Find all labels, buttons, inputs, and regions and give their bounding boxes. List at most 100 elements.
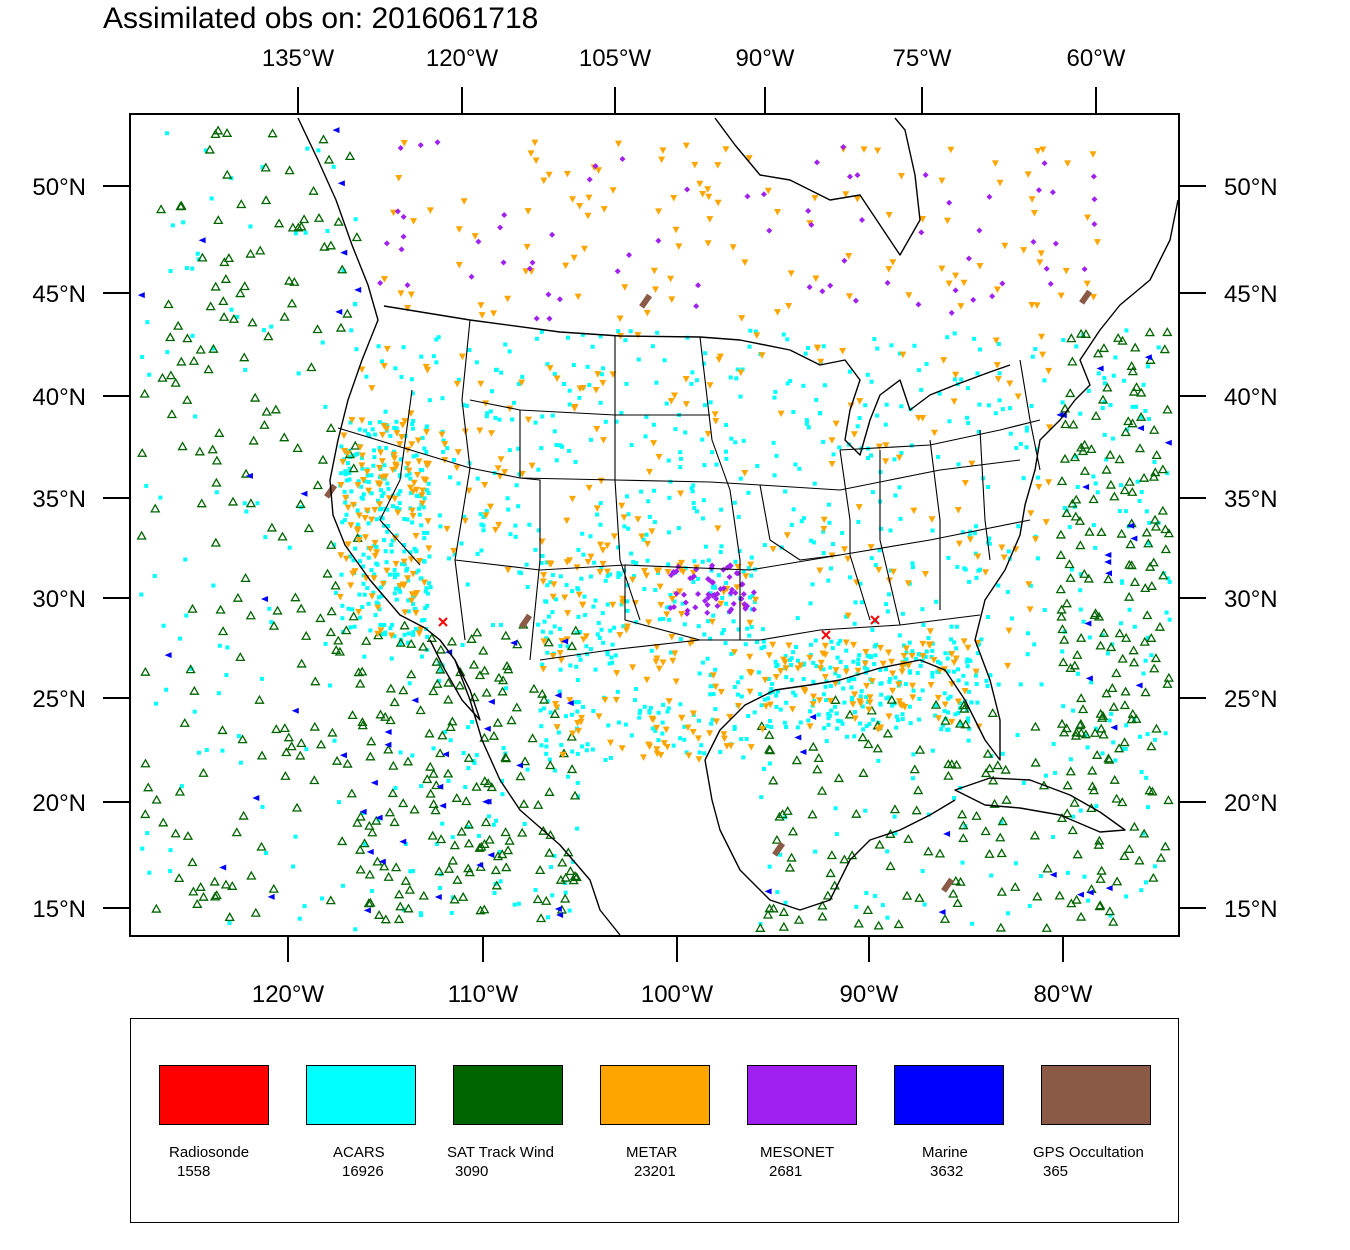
square-marker-icon [546, 614, 551, 619]
square-marker-icon [1147, 520, 1152, 525]
triangle-up-marker-icon [782, 805, 793, 815]
square-marker-icon [374, 600, 379, 605]
square-marker-icon [412, 606, 417, 611]
triangle-down-marker-icon [578, 714, 586, 722]
square-marker-icon [558, 644, 563, 649]
triangle-up-marker-icon [1060, 419, 1071, 429]
triangle-down-marker-icon [677, 490, 685, 497]
triangle-up-marker-icon [404, 884, 416, 894]
square-marker-icon [503, 342, 508, 347]
triangle-left-marker-icon [1104, 559, 1112, 566]
triangle-up-marker-icon [472, 627, 483, 637]
diamond-marker-icon [727, 590, 734, 597]
triangle-down-marker-icon [471, 233, 479, 240]
triangle-up-marker-icon [1150, 653, 1162, 663]
square-marker-icon [724, 449, 729, 454]
square-marker-icon [446, 778, 451, 783]
square-marker-icon [826, 722, 831, 727]
triangle-down-marker-icon [461, 517, 469, 525]
triangle-down-marker-icon [396, 441, 404, 448]
square-marker-icon [601, 366, 606, 371]
square-marker-icon [211, 346, 216, 351]
triangle-up-marker-icon [948, 888, 959, 898]
square-marker-icon [1117, 509, 1122, 514]
square-marker-icon [789, 677, 794, 682]
triangle-down-marker-icon [682, 401, 690, 408]
diamond-marker-icon [383, 240, 390, 247]
square-marker-icon [702, 751, 707, 756]
square-marker-icon [517, 472, 522, 477]
square-marker-icon [969, 700, 974, 705]
square-marker-icon [758, 692, 763, 697]
triangle-down-marker-icon [490, 310, 498, 317]
square-marker-icon [924, 649, 929, 654]
square-marker-icon [788, 378, 793, 383]
square-marker-icon [761, 639, 766, 644]
triangle-down-marker-icon [1028, 196, 1036, 203]
square-marker-icon [397, 501, 402, 506]
diamond-marker-icon [1030, 238, 1037, 245]
triangle-down-marker-icon [422, 363, 430, 371]
square-marker-icon [486, 814, 491, 819]
triangle-down-marker-icon [413, 471, 421, 479]
triangle-up-marker-icon [1075, 718, 1087, 728]
triangle-down-marker-icon [1005, 627, 1013, 635]
square-marker-icon [411, 454, 416, 459]
square-marker-icon [633, 686, 638, 691]
triangle-up-marker-icon [1131, 713, 1142, 723]
square-marker-icon [789, 522, 794, 527]
triangle-down-marker-icon [1045, 367, 1053, 375]
square-marker-icon [360, 466, 365, 471]
square-marker-icon [646, 499, 651, 504]
square-marker-icon [402, 516, 407, 521]
triangle-down-marker-icon [662, 726, 670, 734]
square-marker-icon [642, 586, 647, 591]
triangle-up-marker-icon [1157, 505, 1169, 515]
x-marker-icon [821, 630, 831, 640]
square-marker-icon [616, 545, 621, 550]
triangle-up-marker-icon [502, 845, 514, 855]
square-marker-icon [236, 734, 241, 739]
left-lat-label: 50°N [32, 174, 86, 201]
triangle-left-marker-icon [339, 752, 347, 759]
square-marker-icon [783, 900, 788, 905]
square-marker-icon [708, 400, 713, 405]
triangle-up-marker-icon [447, 716, 458, 726]
triangle-down-marker-icon [874, 147, 882, 155]
square-marker-icon [942, 709, 947, 714]
square-marker-icon [747, 344, 752, 349]
triangle-up-marker-icon [1104, 754, 1115, 764]
triangle-up-marker-icon [1148, 872, 1159, 882]
triangle-up-marker-icon [762, 909, 774, 919]
diamond-marker-icon [918, 229, 925, 236]
square-marker-icon [930, 674, 935, 679]
square-marker-icon [644, 414, 649, 419]
triangle-up-marker-icon [1127, 418, 1138, 428]
square-marker-icon [678, 456, 683, 461]
square-marker-icon [552, 853, 557, 858]
triangle-up-marker-icon [1140, 687, 1151, 697]
triangle-down-marker-icon [968, 460, 976, 468]
triangle-up-marker-icon [1066, 898, 1077, 908]
triangle-down-marker-icon [1089, 151, 1097, 158]
triangle-up-marker-icon [215, 604, 226, 614]
triangle-up-marker-icon [249, 392, 261, 402]
triangle-up-marker-icon [406, 669, 417, 679]
triangle-down-marker-icon [443, 525, 451, 533]
triangle-up-marker-icon [997, 816, 1008, 826]
square-marker-icon [406, 598, 411, 603]
triangle-down-marker-icon [553, 375, 561, 382]
triangle-down-marker-icon [840, 546, 848, 553]
square-marker-icon [822, 726, 827, 731]
triangle-up-marker-icon [1083, 573, 1094, 583]
triangle-down-marker-icon [418, 492, 426, 499]
triangle-up-marker-icon [987, 708, 998, 718]
square-marker-icon [610, 660, 615, 665]
triangle-up-marker-icon [501, 753, 512, 763]
square-marker-icon [1035, 447, 1040, 452]
triangle-down-marker-icon [1020, 247, 1028, 254]
square-marker-icon [1139, 770, 1144, 775]
triangle-up-marker-icon [194, 446, 205, 456]
square-marker-icon [849, 695, 854, 700]
triangle-down-marker-icon [524, 416, 532, 424]
